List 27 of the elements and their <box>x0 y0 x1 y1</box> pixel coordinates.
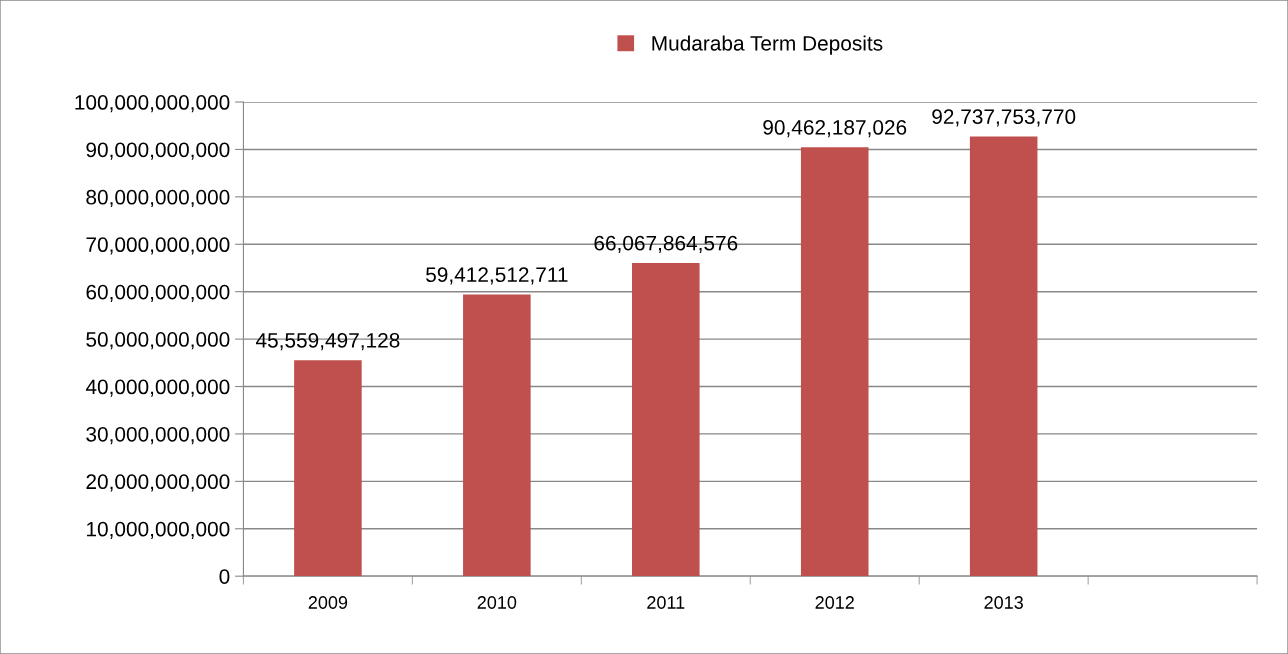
x-tick-label: 2009 <box>308 596 348 609</box>
bar <box>632 262 700 577</box>
y-tick-label: 50,000,000,000 <box>86 332 230 350</box>
legend-label: Mudaraba Term Deposits <box>652 35 883 55</box>
data-label: 45,559,497,128 <box>255 332 400 351</box>
y-tick-label: 0 <box>219 569 230 584</box>
bar <box>463 294 531 577</box>
y-tick-label: 40,000,000,000 <box>85 379 230 397</box>
data-label: 59,412,512,711 <box>426 267 568 285</box>
y-tick-label: 60,000,000,000 <box>86 284 230 302</box>
y-tick-label: 30,000,000,000 <box>86 426 230 445</box>
x-tick-label: 2011 <box>647 596 685 609</box>
y-tick-label: 70,000,000,000 <box>86 237 230 255</box>
data-label: 66,067,864,576 <box>594 235 738 253</box>
bar <box>800 147 869 577</box>
data-label: 92,737,753,770 <box>932 109 1076 127</box>
data-label: 90,462,187,026 <box>763 120 907 138</box>
y-tick-label: 20,000,000,000 <box>86 474 230 492</box>
bar <box>294 360 362 577</box>
y-tick-label: 100,000,000,000 <box>75 95 230 113</box>
x-tick-label: 2010 <box>477 596 517 609</box>
x-tick-label: 2013 <box>984 596 1023 609</box>
x-tick-label: 2012 <box>815 596 854 609</box>
y-tick-label: 90,000,000,000 <box>86 142 230 160</box>
y-tick-label: 10,000,000,000 <box>87 521 230 539</box>
y-tick-label: 80,000,000,000 <box>86 189 230 208</box>
bar <box>969 136 1038 577</box>
